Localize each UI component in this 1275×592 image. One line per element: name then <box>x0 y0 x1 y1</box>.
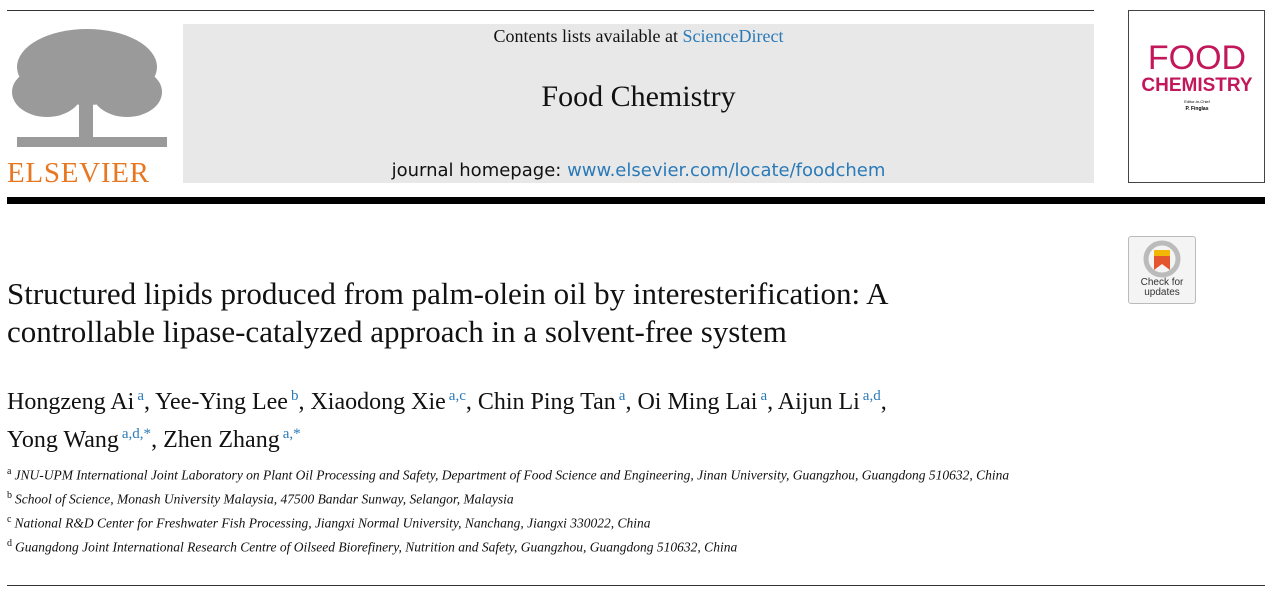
homepage-link[interactable]: www.elsevier.com/locate/foodchem <box>567 160 886 181</box>
author-affiliation-ref[interactable]: b <box>290 388 299 404</box>
author-affiliation-ref[interactable]: a <box>618 388 626 404</box>
author-affiliation-ref[interactable]: a <box>760 388 768 404</box>
author-affiliation-ref[interactable]: a,d,* <box>121 426 152 442</box>
affiliation: a JNU-UPM International Joint Laboratory … <box>7 462 1107 486</box>
affiliation: b School of Science, Monash University Ma… <box>7 486 1107 510</box>
author-name: Oi Ming Lai <box>637 389 758 415</box>
author-affiliation-ref[interactable]: a <box>137 388 144 404</box>
affiliation-text: JNU-UPM International Joint Laboratory o… <box>14 467 1010 483</box>
title-line: Structured lipids produced from palm-ole… <box>7 276 889 311</box>
affiliation-list: a JNU-UPM International Joint Laboratory … <box>7 462 1107 558</box>
journal-name: Food Chemistry <box>541 80 736 113</box>
rule <box>7 10 1094 11</box>
affiliation-label: c <box>7 514 12 525</box>
homepage-prefix: journal homepage: <box>391 160 562 181</box>
cover-editor-role: Editor-in-Chief <box>1184 99 1210 104</box>
journal-cover: FOOD CHEMISTRY Editor-in-Chief P. Fingla… <box>1128 10 1265 183</box>
badge-icon <box>1143 240 1181 278</box>
author-separator: , <box>880 389 887 415</box>
check-updates-badge[interactable]: Check for updates <box>1128 236 1196 304</box>
author-separator: , <box>143 389 150 415</box>
author-name: Yee-Ying Lee <box>155 389 288 415</box>
contents-prefix: Contents lists available at <box>493 26 678 46</box>
affiliation-text: School of Science, Monash University Mal… <box>15 491 514 507</box>
journal-banner: Contents lists available at ScienceDirec… <box>183 24 1094 183</box>
author-separator: , <box>767 389 774 415</box>
affiliation-label: a <box>7 466 12 477</box>
rule <box>7 585 1265 586</box>
homepage-line: journal homepage: www.elsevier.com/locat… <box>183 160 1094 181</box>
rule <box>7 197 1265 204</box>
author-line: Hongzeng Ai a, Yee-Ying Lee b, Xiaodong Xi… <box>7 380 887 418</box>
publisher-name: ELSEVIER <box>7 157 150 187</box>
author-affiliation-ref[interactable]: a,c <box>448 388 466 404</box>
badge-line: updates <box>1144 287 1180 298</box>
affiliation: d Guangdong Joint International Research … <box>7 534 1107 558</box>
author-name: Hongzeng Ai <box>7 389 135 415</box>
author-name: Chin Ping Tan <box>477 389 616 415</box>
affiliation-text: National R&D Center for Freshwater Fish … <box>14 515 651 531</box>
author-separator: , <box>151 427 158 453</box>
author-list: Hongzeng Ai a, Yee-Ying Lee b, Xiaodong Xi… <box>7 380 887 456</box>
contents-line: Contents lists available at ScienceDirec… <box>183 26 1094 47</box>
affiliation-label: b <box>7 490 12 501</box>
author-name: Zhen Zhang <box>163 427 280 453</box>
badge-line: Check for <box>1140 277 1184 288</box>
author-name: Xiaodong Xie <box>310 389 446 415</box>
title-line: controllable lipase-catalyzed approach i… <box>7 314 787 349</box>
author-name: Aijun Li <box>777 389 860 415</box>
affiliation-text: Guangdong Joint International Research C… <box>15 539 738 555</box>
logo-tree <box>12 29 167 147</box>
author-name: Yong Wang <box>7 427 119 453</box>
author-line: Yong Wang a,d,*, Zhen Zhang a,* <box>7 418 887 456</box>
affiliation-label: d <box>7 538 12 549</box>
publisher-logo: ELSEVIER <box>7 29 167 187</box>
author-separator: , <box>625 389 632 415</box>
affiliation: c National R&D Center for Freshwater Fish… <box>7 510 1107 534</box>
article-title: Structured lipids produced from palm-ole… <box>7 275 889 351</box>
author-affiliation-ref[interactable]: a,* <box>282 426 301 442</box>
contents-link[interactable]: ScienceDirect <box>682 26 784 46</box>
cover-editor: P. Finglas <box>1186 106 1209 112</box>
cover-title-top: FOOD <box>1148 39 1246 77</box>
cover-title-bottom: CHEMISTRY <box>1141 75 1253 96</box>
author-separator: , <box>465 389 472 415</box>
author-separator: , <box>298 389 305 415</box>
author-affiliation-ref[interactable]: a,d <box>862 388 881 404</box>
